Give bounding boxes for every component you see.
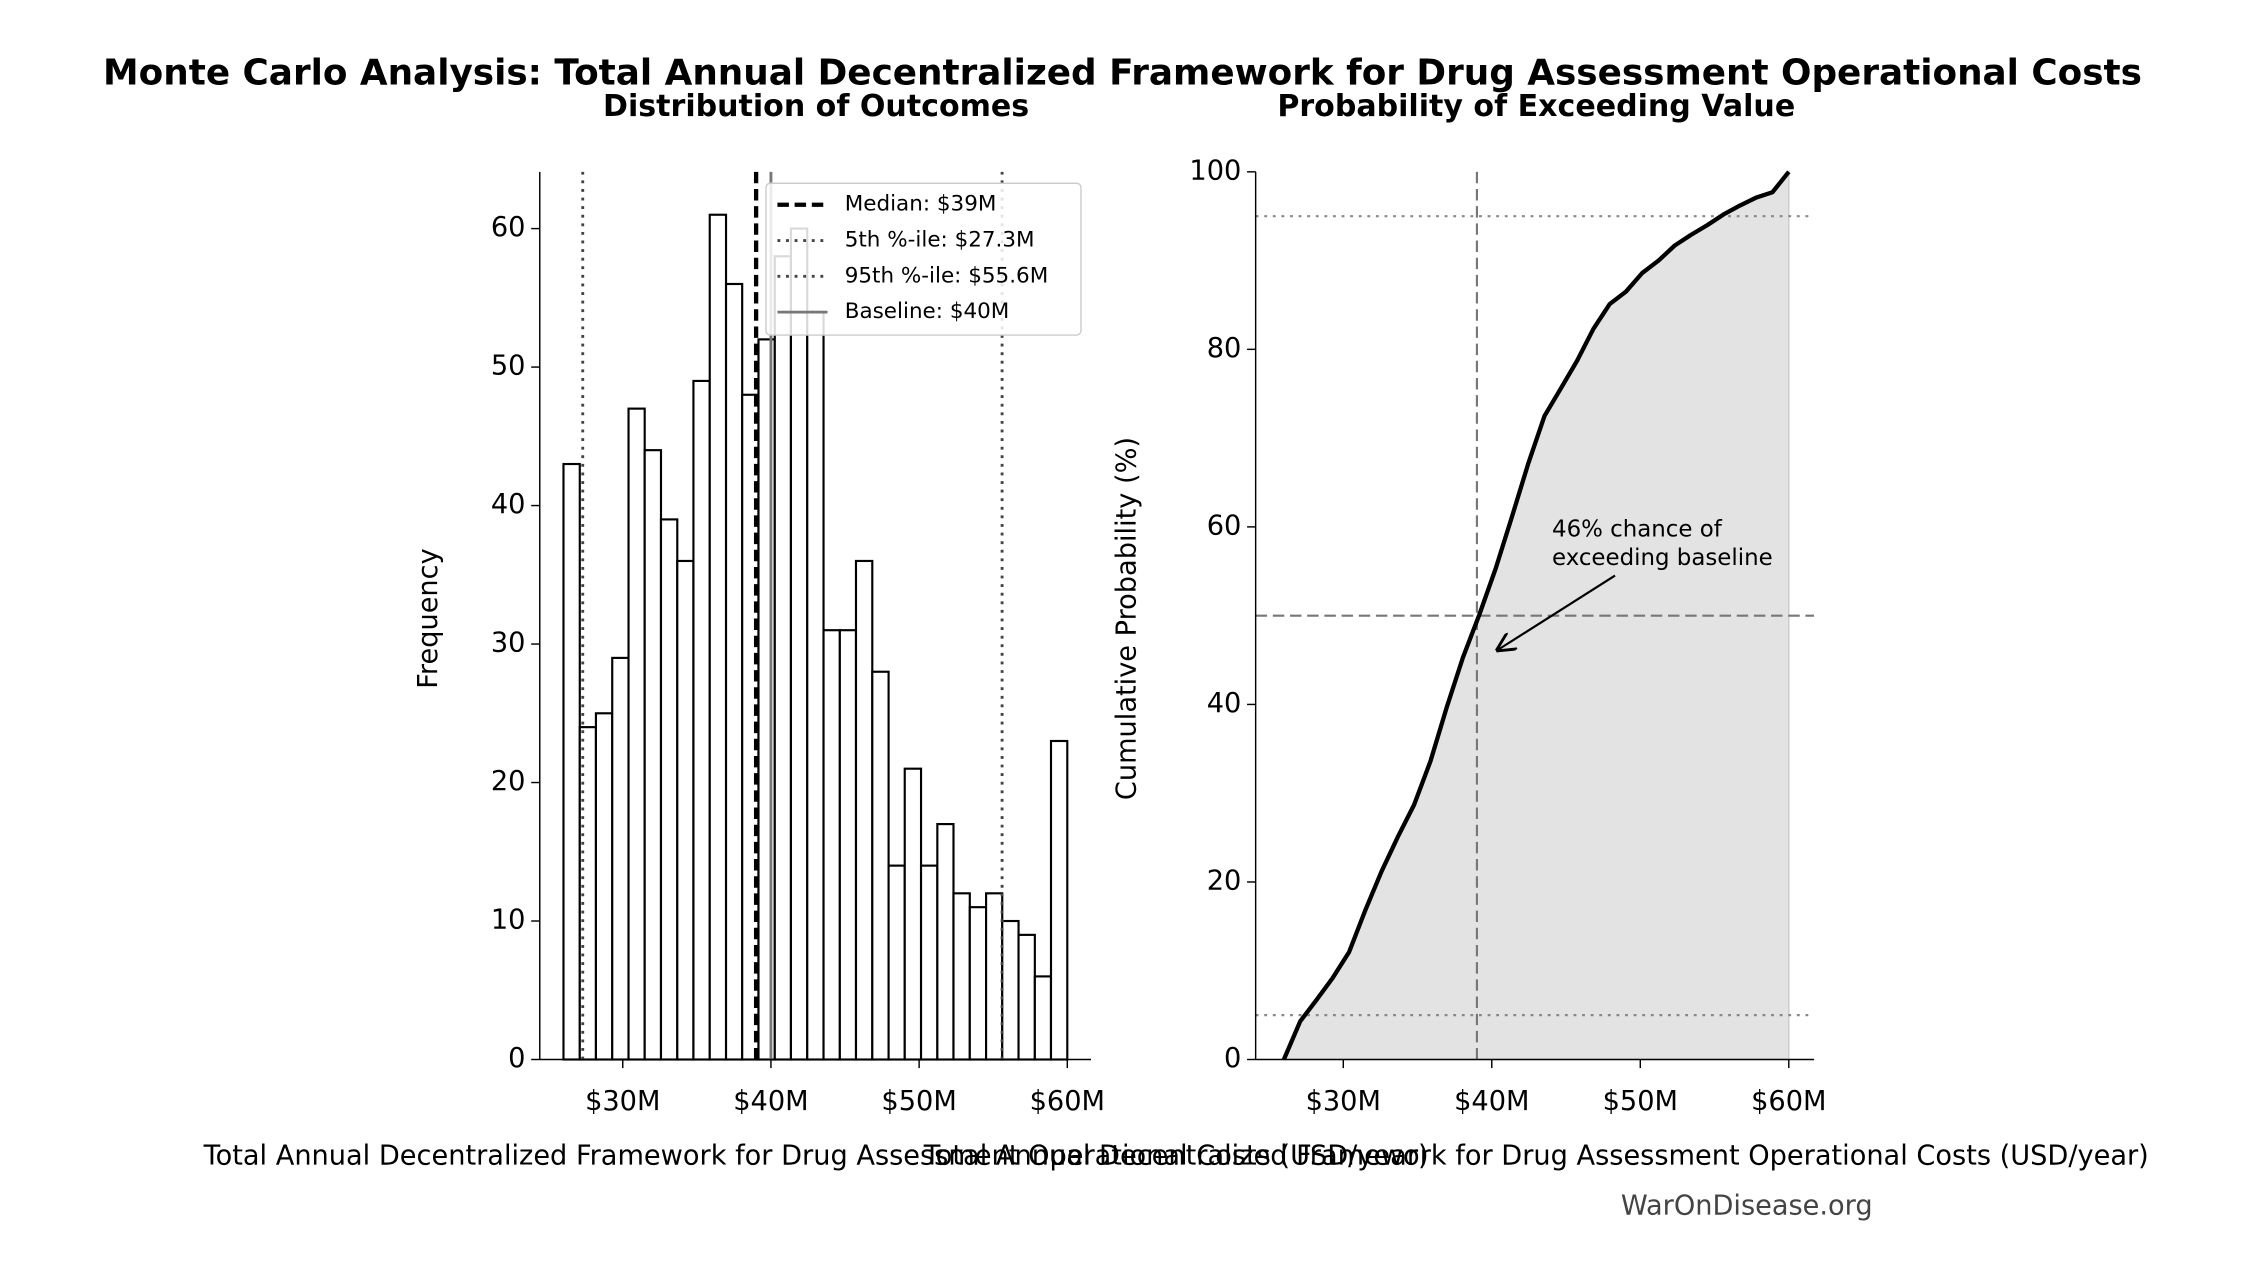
x-tick-label: $60M	[1751, 1086, 1826, 1117]
bar	[952, 892, 971, 1061]
bar	[919, 864, 939, 1061]
y-tick-label: 50	[491, 351, 526, 382]
y-tick-label: 40	[1207, 688, 1242, 719]
bar	[936, 823, 955, 1061]
bar	[1033, 975, 1053, 1061]
watermark: WarOnDisease.org	[1621, 1190, 1873, 1221]
legend-label: 5th %-ile: $27.3M	[845, 228, 1035, 253]
bar	[968, 906, 988, 1061]
annotation: exceeding baseline	[1552, 545, 1773, 571]
y-tick-label: 0	[508, 1043, 525, 1074]
bar	[1001, 919, 1020, 1061]
x-tick-label: $50M	[1603, 1086, 1678, 1117]
bar	[822, 629, 841, 1061]
legend-label: 95th %-ile: $55.6M	[845, 263, 1049, 288]
bar	[692, 379, 711, 1061]
y-axis-label: Frequency	[413, 548, 444, 688]
bar	[871, 670, 890, 1061]
chart-title: Probability of Exceeding Value	[1277, 89, 1795, 124]
cdf-line	[1281, 170, 1791, 1061]
legend-label: Median: $39M	[845, 192, 997, 217]
x-tick-label: $50M	[881, 1086, 956, 1117]
x-axis-label: Total Annual Decentralized Framework for…	[203, 1140, 1429, 1171]
bar	[773, 255, 793, 1061]
y-tick-label: 60	[1207, 510, 1242, 541]
y-tick-label: 30	[491, 628, 526, 659]
y-tick-label: 10	[491, 905, 526, 936]
bar	[985, 892, 1004, 1061]
bar	[854, 559, 874, 1061]
y-tick-label: 60	[491, 212, 526, 243]
y-tick-label: 0	[1224, 1043, 1241, 1074]
x-tick-label: $30M	[1306, 1086, 1381, 1117]
x-tick-label: $30M	[585, 1086, 660, 1117]
legend: Median: $39M 5th %-ile: $27.3M 95th %-ile:…	[765, 182, 1082, 336]
bar	[643, 449, 663, 1061]
bar	[594, 712, 614, 1061]
bar	[578, 726, 598, 1061]
figure-title: Monte Carlo Analysis: Total Annual Decen…	[103, 52, 2142, 93]
y-axis-label: Cumulative Probability (%)	[1112, 437, 1143, 800]
x-tick-label: $40M	[733, 1086, 808, 1117]
bar	[838, 629, 858, 1061]
legend-label: Baseline: $40M	[845, 299, 1010, 324]
annotation-arrow	[1498, 574, 1616, 650]
x-axis-label: Total Annual Decentralized Framework for…	[923, 1140, 2149, 1171]
bar	[724, 282, 744, 1061]
y-tick-label: 40	[491, 489, 526, 520]
y-tick-label: 20	[491, 766, 526, 797]
bar	[659, 518, 679, 1061]
bar	[1017, 933, 1036, 1061]
y-tick-label: 20	[1207, 865, 1242, 896]
bar	[611, 656, 630, 1061]
bar	[1049, 739, 1069, 1061]
bar	[806, 310, 825, 1061]
bar	[627, 407, 646, 1061]
bar	[789, 227, 809, 1061]
y-tick-label: 80	[1207, 333, 1242, 364]
y-tick-label: 100	[1189, 155, 1241, 186]
x-tick-label: $60M	[1030, 1086, 1105, 1117]
bar	[903, 767, 923, 1061]
bar	[708, 213, 728, 1061]
x-tick-label: $40M	[1454, 1086, 1529, 1117]
chart-title: Distribution of Outcomes	[603, 89, 1029, 124]
bar	[676, 559, 695, 1061]
legend-box	[765, 182, 1082, 336]
bar	[562, 462, 581, 1061]
bar	[887, 864, 906, 1061]
annotation: 46% chance of	[1552, 516, 1723, 542]
